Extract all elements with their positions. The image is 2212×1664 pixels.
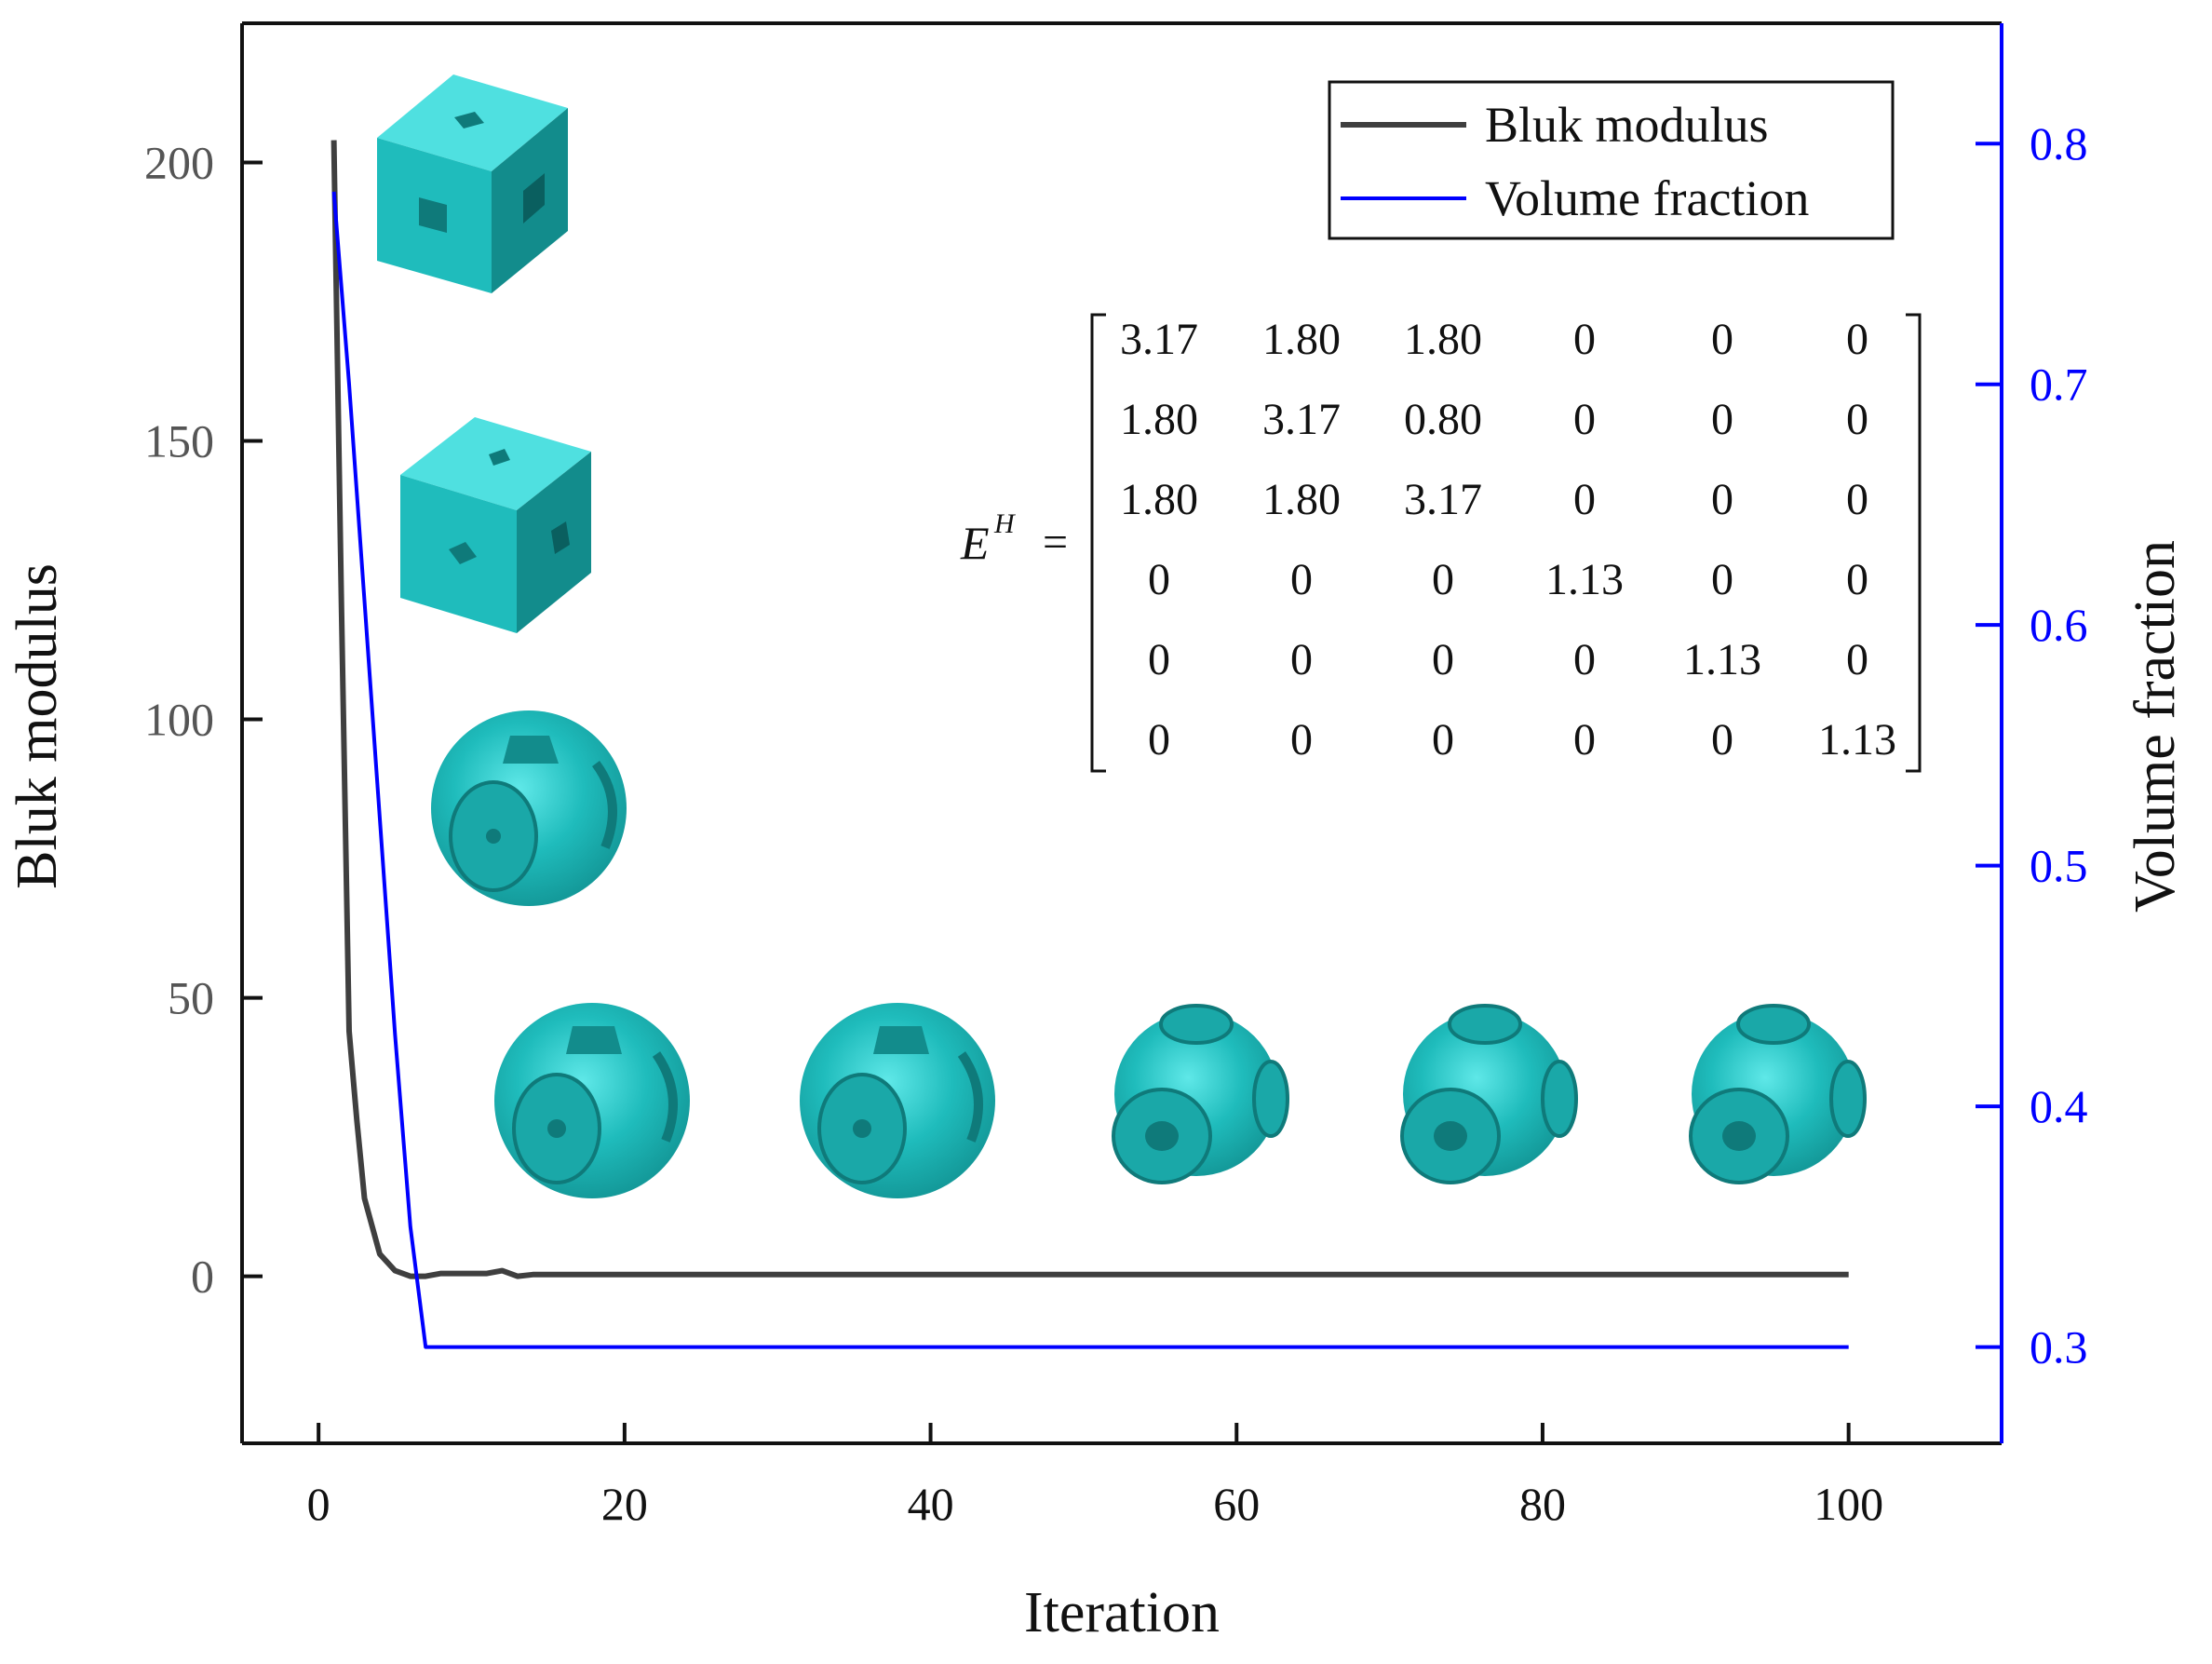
matrix-cell: 1.13	[1545, 555, 1624, 604]
y2-tick-label: 0.6	[2030, 599, 2088, 651]
matrix-cell: 0	[1573, 475, 1596, 524]
stiffness-matrix-annotation: E H = 3.17 1.80 1.80 0 0 0 1.80 3.17 0.80 0 0 0 1.80…	[960, 313, 1922, 773]
matrix-cell: 1.80	[1120, 475, 1198, 524]
matrix-cell: 0	[1573, 715, 1596, 764]
y-axis-title: Bluk modulus	[6, 563, 69, 889]
matrix-symbol: E	[960, 517, 990, 569]
matrix-cell: 0	[1846, 555, 1868, 604]
matrix-cell: 0	[1573, 315, 1596, 364]
structure-sphere-4	[1112, 1004, 1289, 1184]
matrix-cell: 3.17	[1120, 315, 1198, 364]
matrix-cell: 0	[1432, 635, 1454, 684]
matrix-cell: 0	[1432, 555, 1454, 604]
matrix-cell: 1.13	[1683, 635, 1761, 684]
y-tick-label: 0	[191, 1251, 214, 1303]
structure-cube-2	[400, 417, 591, 633]
x-axis-title: Iteration	[1024, 1581, 1220, 1644]
y-tick-label: 150	[144, 415, 214, 467]
matrix-cell: 0	[1711, 555, 1733, 604]
x-tick-label: 40	[908, 1478, 954, 1530]
matrix-cell: 0	[1711, 315, 1733, 364]
matrix-cell: 1.80	[1262, 315, 1341, 364]
structure-sphere-1	[431, 710, 627, 906]
plot-frame	[240, 21, 2003, 1445]
y2-axis-ticks: 0.3 0.4 0.5 0.6 0.7 0.8	[1976, 117, 2088, 1373]
matrix-cell: 0	[1573, 395, 1596, 444]
matrix-symbol-superscript: H	[993, 508, 1017, 539]
x-tick-label: 100	[1814, 1478, 1883, 1530]
matrix-right-bracket	[1906, 313, 1922, 773]
legend-box	[1328, 80, 1895, 240]
series-lines	[330, 140, 1849, 1349]
matrix-cell: 0	[1148, 555, 1170, 604]
matrix-cell: 1.13	[1818, 715, 1896, 764]
y-tick-label: 200	[144, 137, 214, 189]
series-line-bluk-modulus	[330, 140, 1849, 1279]
matrix-cell: 0	[1290, 635, 1313, 684]
matrix-cell: 0	[1711, 395, 1733, 444]
y2-axis-title: Volume fraction	[2124, 540, 2187, 913]
series-line-volume-fraction	[331, 191, 1849, 1349]
x-tick-label: 60	[1213, 1478, 1260, 1530]
matrix-equals: =	[1043, 518, 1068, 567]
x-axis-ticks: 0 20 40 60 80 100	[307, 1423, 1883, 1530]
matrix-cell: 0	[1846, 315, 1868, 364]
matrix-cell: 0	[1711, 715, 1733, 764]
matrix-cell: 1.80	[1120, 395, 1198, 444]
matrix-cell: 0.80	[1404, 395, 1482, 444]
matrix-cell: 1.80	[1262, 475, 1341, 524]
structure-sphere-3	[800, 1003, 995, 1198]
matrix-cell: 1.80	[1404, 315, 1482, 364]
x-tick-label: 80	[1519, 1478, 1566, 1530]
matrix-cell: 0	[1148, 635, 1170, 684]
y-tick-label: 50	[168, 972, 214, 1024]
matrix-cell: 3.17	[1404, 475, 1482, 524]
structure-sphere-6	[1689, 1004, 1867, 1184]
matrix-cell: 0	[1846, 475, 1868, 524]
structure-cube-1	[377, 74, 568, 293]
y2-tick-label: 0.8	[2030, 117, 2088, 169]
matrix-cell: 0	[1148, 715, 1170, 764]
legend-label-volume-fraction: Volume fraction	[1485, 170, 1809, 226]
matrix-cell: 0	[1846, 395, 1868, 444]
matrix-left-bracket	[1090, 313, 1106, 773]
matrix-cell: 0	[1290, 715, 1313, 764]
y2-tick-label: 0.7	[2030, 359, 2088, 411]
y2-tick-label: 0.5	[2030, 840, 2088, 892]
legend: Bluk modulus Volume fraction	[1328, 80, 1895, 240]
y-axis-ticks: 0 50 100 150 200	[144, 137, 263, 1303]
y2-tick-label: 0.3	[2030, 1321, 2088, 1373]
matrix-cell: 0	[1290, 555, 1313, 604]
matrix-cell: 0	[1846, 635, 1868, 684]
structure-sphere-5	[1400, 1004, 1578, 1184]
y2-tick-label: 0.4	[2030, 1080, 2088, 1132]
y-tick-label: 100	[144, 694, 214, 746]
matrix-cell: 0	[1573, 635, 1596, 684]
structure-sphere-2	[494, 1003, 690, 1198]
legend-label-bluk-modulus: Bluk modulus	[1485, 97, 1769, 153]
matrix-cell: 0	[1432, 715, 1454, 764]
x-tick-label: 0	[307, 1478, 330, 1530]
matrix-cell: 0	[1711, 475, 1733, 524]
topology-structure-images	[377, 74, 1867, 1198]
matrix-cell: 3.17	[1262, 395, 1341, 444]
matrix-cells: 3.17 1.80 1.80 0 0 0 1.80 3.17 0.80 0 0 0 1.80 1.80 3.…	[1120, 315, 1896, 764]
x-tick-label: 20	[601, 1478, 648, 1530]
